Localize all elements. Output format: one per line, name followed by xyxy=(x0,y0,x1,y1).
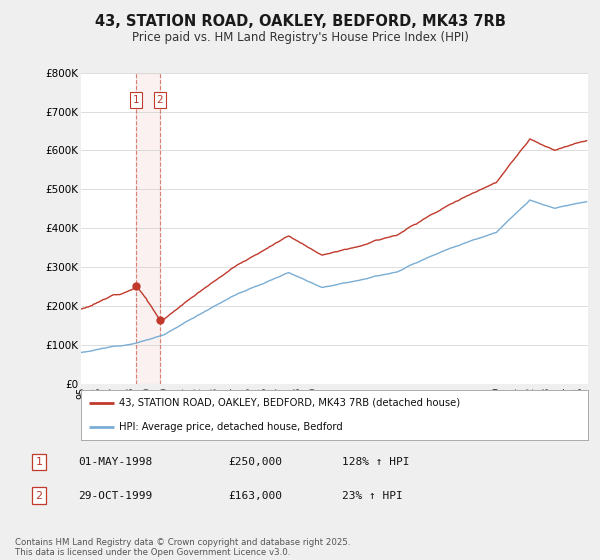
Text: 01-MAY-1998: 01-MAY-1998 xyxy=(78,457,152,467)
Text: £250,000: £250,000 xyxy=(228,457,282,467)
Text: Price paid vs. HM Land Registry's House Price Index (HPI): Price paid vs. HM Land Registry's House … xyxy=(131,31,469,44)
Text: HPI: Average price, detached house, Bedford: HPI: Average price, detached house, Bedf… xyxy=(119,422,343,432)
Text: 1: 1 xyxy=(35,457,43,467)
Text: 43, STATION ROAD, OAKLEY, BEDFORD, MK43 7RB (detached house): 43, STATION ROAD, OAKLEY, BEDFORD, MK43 … xyxy=(119,398,460,408)
Text: 1: 1 xyxy=(133,95,140,105)
Text: £163,000: £163,000 xyxy=(228,491,282,501)
Bar xyxy=(136,73,160,384)
Text: 2: 2 xyxy=(35,491,43,501)
Text: 128% ↑ HPI: 128% ↑ HPI xyxy=(342,457,409,467)
Text: 2: 2 xyxy=(157,95,163,105)
Text: 23% ↑ HPI: 23% ↑ HPI xyxy=(342,491,403,501)
Text: 43, STATION ROAD, OAKLEY, BEDFORD, MK43 7RB: 43, STATION ROAD, OAKLEY, BEDFORD, MK43 … xyxy=(95,14,505,29)
Text: Contains HM Land Registry data © Crown copyright and database right 2025.
This d: Contains HM Land Registry data © Crown c… xyxy=(15,538,350,557)
Text: 29-OCT-1999: 29-OCT-1999 xyxy=(78,491,152,501)
